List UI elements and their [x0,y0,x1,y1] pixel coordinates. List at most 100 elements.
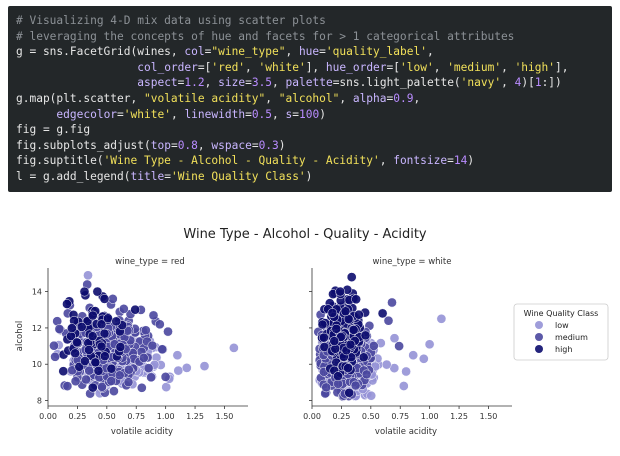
scatter-point-medium [49,340,59,351]
scatter-point-medium [321,382,332,393]
scatter-point-low [381,359,392,370]
code-line: # Visualizing 4-D mix data using scatter… [16,13,604,29]
scatter-point-medium [50,351,60,362]
scatter-point-low [83,270,93,281]
code-token: ], [305,60,326,74]
code-line: col_order=['red', 'white'], hue_order=['… [16,60,604,76]
code-line: fig.suptitle('Wine Type - Alcohol - Qual… [16,153,604,169]
code-line: l = g.add_legend(title='Wine Quality Cla… [16,169,604,185]
code-token: = [319,45,326,59]
scatter-point-high [92,286,103,297]
scatter-point-high [348,325,359,335]
y-tick-label: 12 [32,324,42,333]
x-tick-label: 0.00 [39,412,57,421]
x-tick-label: 0.75 [127,412,145,421]
scatter-point-low [199,361,210,371]
scatter-point-high [345,339,356,350]
scatter-point-high [317,319,328,330]
code-token: =[ [197,60,212,74]
code-token: , [272,107,286,121]
code-token: 'quality_label' [325,45,427,59]
code-token: 100 [299,107,320,121]
code-token: 1 [534,76,542,90]
code-token: 0.5 [251,107,273,121]
code-token: , [265,91,279,105]
scatter-point-medium [146,372,156,383]
code-line: aspect=1.2, size=3.5, palette=sns.light_… [16,75,604,91]
code-token: 'medium' [447,60,502,74]
code-token [16,76,137,89]
code-token: fontsize [393,154,448,168]
scatter-point-high [354,309,364,320]
x-tick-label: 1.25 [186,412,204,421]
legend-marker-medium [535,333,543,341]
scatter-point-medium [157,344,168,355]
x-tick-label: 1.50 [480,412,498,421]
code-line: g.map(plt.scatter, "volatile acidity", "… [16,91,604,107]
code-token: ) [305,169,313,183]
code-token: )[ [521,76,535,90]
code-token: fig = g.fig [16,123,91,137]
code-token: hue_order [325,60,387,74]
code-token: title [130,169,165,183]
code-token: 'white' [258,60,306,74]
code-token: = [447,154,454,168]
code-cell[interactable]: # Visualizing 4-D mix data using scatter… [8,6,612,192]
scatter-point-high [344,387,355,398]
scatter-point-medium [84,365,95,376]
scatter-point-low [366,390,377,401]
scatter-point-medium [368,341,379,351]
code-token: # Visualizing 4-D mix data using scatter… [16,14,326,27]
scatter-point-low [161,382,172,392]
x-tick-label: 0.75 [391,412,409,421]
code-token: ) [319,107,326,121]
code-token: 1.2 [184,76,205,90]
scatter-point-high [106,363,117,374]
white-points [313,272,447,402]
scatter-point-high [96,319,107,330]
scatter-point-high [327,308,338,318]
code-token: ) [278,138,286,152]
y-tick-label: 14 [32,288,42,297]
scatter-point-medium [107,294,118,304]
y-axis-label: alcohol [15,321,25,351]
scatter-point-medium [62,381,73,391]
code-token: g = sns.FacetGrid(wines, [16,45,185,59]
scatter-point-low [389,333,400,344]
scatter-point-high [358,352,369,363]
code-token: =[ [386,60,401,74]
output-figure: Wine Type - Alcohol - Quality - Acidity … [0,210,620,452]
code-token: , [379,154,394,168]
panel-title-red: wine_type = red [115,257,185,267]
x-tick-label: 1.50 [216,412,234,421]
code-token: , [204,76,219,90]
scatter-point-medium [138,353,149,363]
scatter-point-low [424,339,435,350]
code-token: s [285,107,293,121]
code-token: wspace [211,138,252,152]
scatter-point-medium [136,382,147,393]
code-token: 0.3 [258,138,279,152]
scatter-point-medium [163,326,173,337]
scatter-point-high [346,272,357,282]
scatter-point-high [335,286,346,297]
scatter-point-high [329,336,340,346]
scatter-point-high [331,323,342,334]
scatter-point-high [79,286,90,297]
code-token: 'white' [123,107,171,121]
code-line: edgecolor='white', linewidth=0.5, s=100) [16,107,604,123]
scatter-point-medium [109,386,119,396]
code-token: "volatile acidity" [143,91,266,105]
panel-white: wine_type = white 0.00 0.25 0.50 0.75 1.00 1.… [303,257,512,437]
x-axis-label-red: volatile acidity [111,427,173,437]
facet-scatter-figure: Wine Type - Alcohol - Quality - Acidity … [15,227,609,437]
code-token: fig.suptitle( [16,154,104,168]
scatter-point-low [408,350,419,361]
scatter-point-high [340,306,351,317]
scatter-point-high [377,308,388,319]
legend-label-medium: medium [555,333,588,342]
scatter-point-low [172,350,183,361]
code-token: 4 [514,76,522,90]
code-token: 3.5 [251,76,273,90]
scatter-point-high [84,345,94,355]
